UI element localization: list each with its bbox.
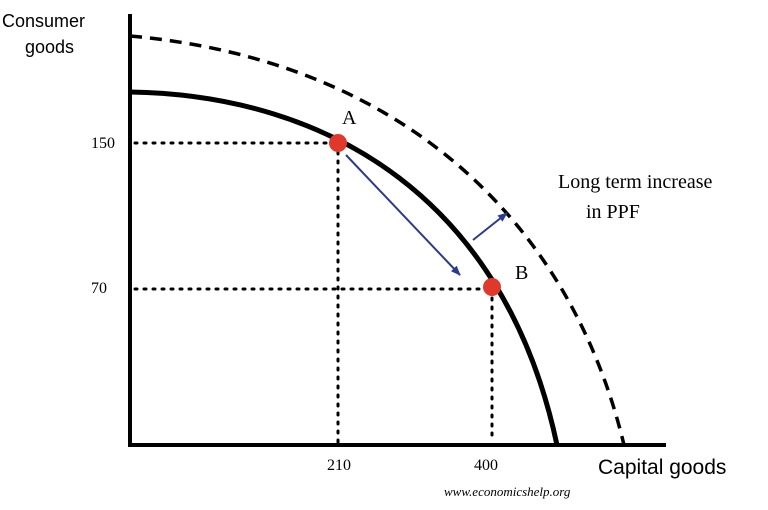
y-tick-label-150: 150 bbox=[91, 135, 115, 152]
shift-arrow bbox=[472, 212, 508, 241]
annotation-line2: in PPF bbox=[586, 201, 640, 223]
x-axis-label: Capital goods bbox=[598, 456, 726, 479]
point-b-label: B bbox=[515, 262, 528, 284]
y-axis-label-line2: goods bbox=[25, 37, 74, 57]
x-tick-label-400: 400 bbox=[474, 457, 498, 474]
ppf-curve-solid bbox=[129, 89, 560, 446]
y-axis-label-line1: Consumer bbox=[2, 11, 85, 31]
point-a-label: A bbox=[342, 107, 357, 129]
annotation-line1: Long term increase bbox=[558, 171, 712, 193]
ppf-curve-dashed bbox=[129, 34, 626, 446]
source-credit: www.economicshelp.org bbox=[444, 484, 571, 499]
y-tick-label-70: 70 bbox=[91, 280, 107, 297]
movement-arrow bbox=[345, 154, 461, 276]
point-b-marker bbox=[483, 278, 501, 296]
point-a-marker bbox=[329, 134, 347, 152]
x-tick-label-210: 210 bbox=[327, 457, 351, 474]
